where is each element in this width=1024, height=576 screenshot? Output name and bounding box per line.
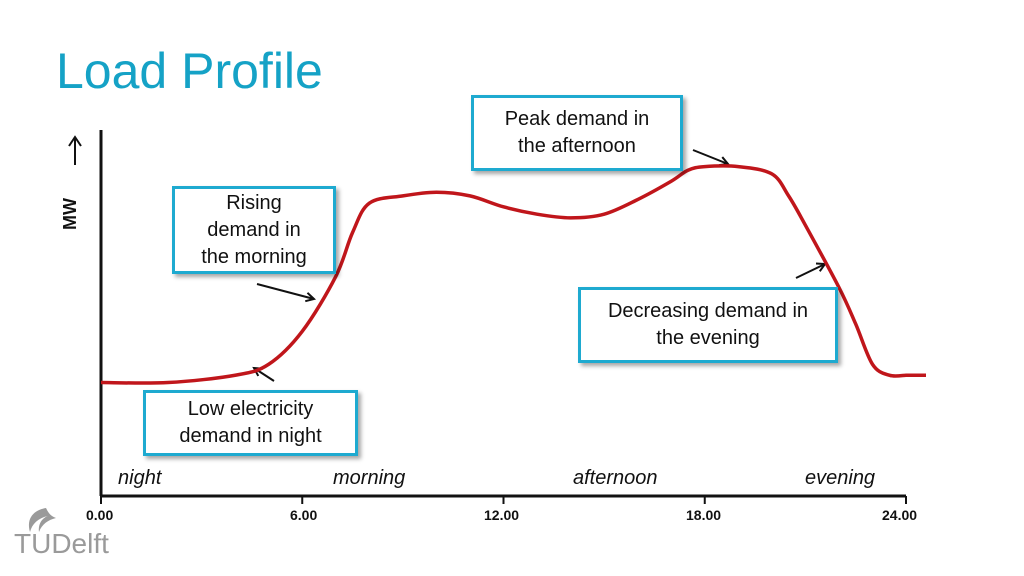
y-axis-arrow-icon xyxy=(68,135,82,165)
page-title: Load Profile xyxy=(56,43,323,99)
x-tick-label-6: 6.00 xyxy=(290,507,318,523)
period-label-afternoon: afternoon xyxy=(573,467,658,489)
arrow-to-afternoon-peak xyxy=(692,149,730,167)
x-tick-label-12: 12.00 xyxy=(484,507,520,523)
callout-night: Low electricity demand in night xyxy=(143,390,358,456)
callout-afternoon-text: Peak demand in the afternoon xyxy=(504,108,650,157)
chart-axes xyxy=(99,130,907,504)
callout-evening: Decreasing demand in the evening xyxy=(578,287,838,363)
x-tick-label-0: 0.00 xyxy=(86,507,114,523)
tudelft-flame-logo-icon xyxy=(28,508,56,532)
y-axis-label: MW xyxy=(60,198,80,230)
x-tick-label-18: 18.00 xyxy=(686,507,722,523)
arrow-to-evening-drop xyxy=(795,262,827,279)
y-arrow-head xyxy=(68,135,82,147)
x-tick-label-24: 24.00 xyxy=(882,507,918,523)
period-label-evening: evening xyxy=(805,467,876,489)
callout-afternoon: Peak demand in the afternoon xyxy=(471,95,683,171)
callout-evening-text: Decreasing demand in the evening xyxy=(607,300,809,349)
period-label-morning: morning xyxy=(333,467,406,489)
arrow-to-morning-rise xyxy=(256,283,317,303)
callout-morning: Rising demand in the morning xyxy=(172,186,336,274)
tudelft-logo-text: TUDelft xyxy=(14,528,109,559)
load-curve-series-line xyxy=(100,164,926,385)
period-label-night: night xyxy=(118,467,162,489)
callout-night-text: Low electricity demand in night xyxy=(179,398,322,447)
callout-morning-text: Rising demand in the morning xyxy=(201,191,307,268)
